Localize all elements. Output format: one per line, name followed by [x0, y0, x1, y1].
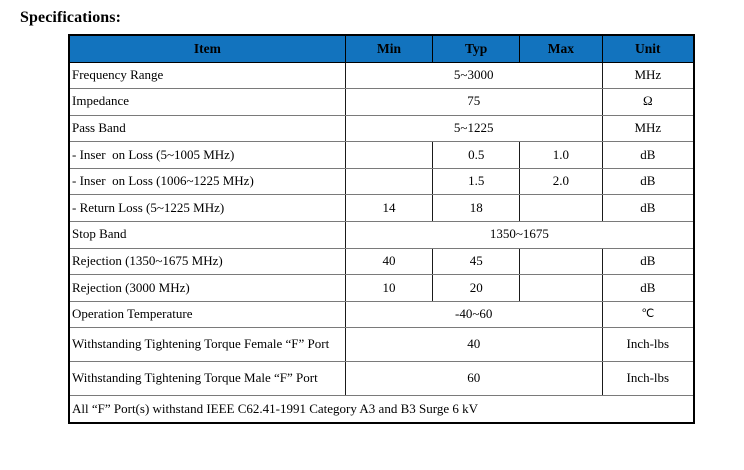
table-row: - Return Loss (5~1225 MHz) 14 18 dB — [68, 194, 695, 223]
typ-cell: 1.5 — [432, 167, 521, 196]
column-header-min: Min — [344, 35, 434, 63]
unit-cell: MHz — [601, 114, 695, 143]
table-row: - Inser on Loss (5~1005 MHz) 0.5 1.0 dB — [68, 141, 695, 169]
value-cell: 1350~1675 — [344, 221, 695, 249]
min-cell: 10 — [344, 274, 434, 302]
typ-cell: 18 — [432, 194, 521, 223]
item-cell: Rejection (1350~1675 MHz) — [68, 247, 346, 276]
item-cell: Rejection (3000 MHz) — [68, 274, 346, 302]
min-cell — [344, 141, 434, 169]
table-row: - Inser on Loss (1006~1225 MHz) 1.5 2.0 dB — [68, 167, 695, 196]
item-cell: - Return Loss (5~1225 MHz) — [68, 194, 346, 223]
column-header-item: Item — [68, 35, 346, 63]
column-header-unit: Unit — [601, 35, 695, 63]
table-row: All “F” Port(s) withstand IEEE C62.41-19… — [68, 395, 695, 424]
unit-cell: MHz — [601, 61, 695, 90]
item-cell: Withstanding Tightening Torque Female “F… — [68, 327, 346, 363]
unit-cell: dB — [601, 247, 695, 276]
unit-cell: dB — [601, 194, 695, 223]
typ-cell: 20 — [432, 274, 521, 302]
item-cell: Withstanding Tightening Torque Male “F” … — [68, 361, 346, 397]
table-row: Operation Temperature -40~60 ℃ — [68, 300, 695, 329]
item-cell: - Inser on Loss (1006~1225 MHz) — [68, 167, 346, 196]
item-cell: Pass Band — [68, 114, 346, 143]
item-cell: Impedance — [68, 88, 346, 116]
table-row: Withstanding Tightening Torque Female “F… — [68, 327, 695, 363]
table-row: Withstanding Tightening Torque Male “F” … — [68, 361, 695, 397]
table-row: Impedance 75 Ω — [68, 88, 695, 116]
max-cell — [519, 194, 603, 223]
table-row: Pass Band 5~1225 MHz — [68, 114, 695, 143]
unit-cell: dB — [601, 141, 695, 169]
typ-cell: 0.5 — [432, 141, 521, 169]
item-cell: Operation Temperature — [68, 300, 346, 329]
unit-cell: Inch-lbs — [601, 361, 695, 397]
spec-note-cell: All “F” Port(s) withstand IEEE C62.41-19… — [68, 395, 695, 424]
max-cell — [519, 247, 603, 276]
page-title: Specifications: — [20, 9, 122, 26]
value-cell: -40~60 — [344, 300, 603, 329]
max-cell: 1.0 — [519, 141, 603, 169]
item-cell: Stop Band — [68, 221, 346, 249]
spec-table-body: Frequency Range 5~3000 MHz Impedance 75 Ω Pass… — [68, 61, 695, 424]
table-row: Frequency Range 5~3000 MHz — [68, 61, 695, 90]
min-cell: 40 — [344, 247, 434, 276]
column-header-max: Max — [519, 35, 603, 63]
max-cell — [519, 274, 603, 302]
item-cell: Frequency Range — [68, 61, 346, 90]
table-row: Rejection (3000 MHz) 10 20 dB — [68, 274, 695, 302]
value-cell: 5~1225 — [344, 114, 603, 143]
table-header-row: Item Min Typ Max Unit — [68, 35, 695, 63]
table-row: Rejection (1350~1675 MHz) 40 45 dB — [68, 247, 695, 276]
unit-cell: dB — [601, 167, 695, 196]
value-cell: 40 — [344, 327, 603, 363]
value-cell: 75 — [344, 88, 603, 116]
value-cell: 5~3000 — [344, 61, 603, 90]
value-cell: 60 — [344, 361, 603, 397]
unit-cell: dB — [601, 274, 695, 302]
min-cell: 14 — [344, 194, 434, 223]
item-cell: - Inser on Loss (5~1005 MHz) — [68, 141, 346, 169]
unit-cell: ℃ — [601, 300, 695, 329]
max-cell: 2.0 — [519, 167, 603, 196]
column-header-typ: Typ — [432, 35, 521, 63]
table-row: Stop Band 1350~1675 — [68, 221, 695, 249]
unit-cell: Inch-lbs — [601, 327, 695, 363]
specifications-table: Item Min Typ Max Unit Frequency Range 5~3… — [68, 34, 695, 424]
unit-cell: Ω — [601, 88, 695, 116]
min-cell — [344, 167, 434, 196]
typ-cell: 45 — [432, 247, 521, 276]
